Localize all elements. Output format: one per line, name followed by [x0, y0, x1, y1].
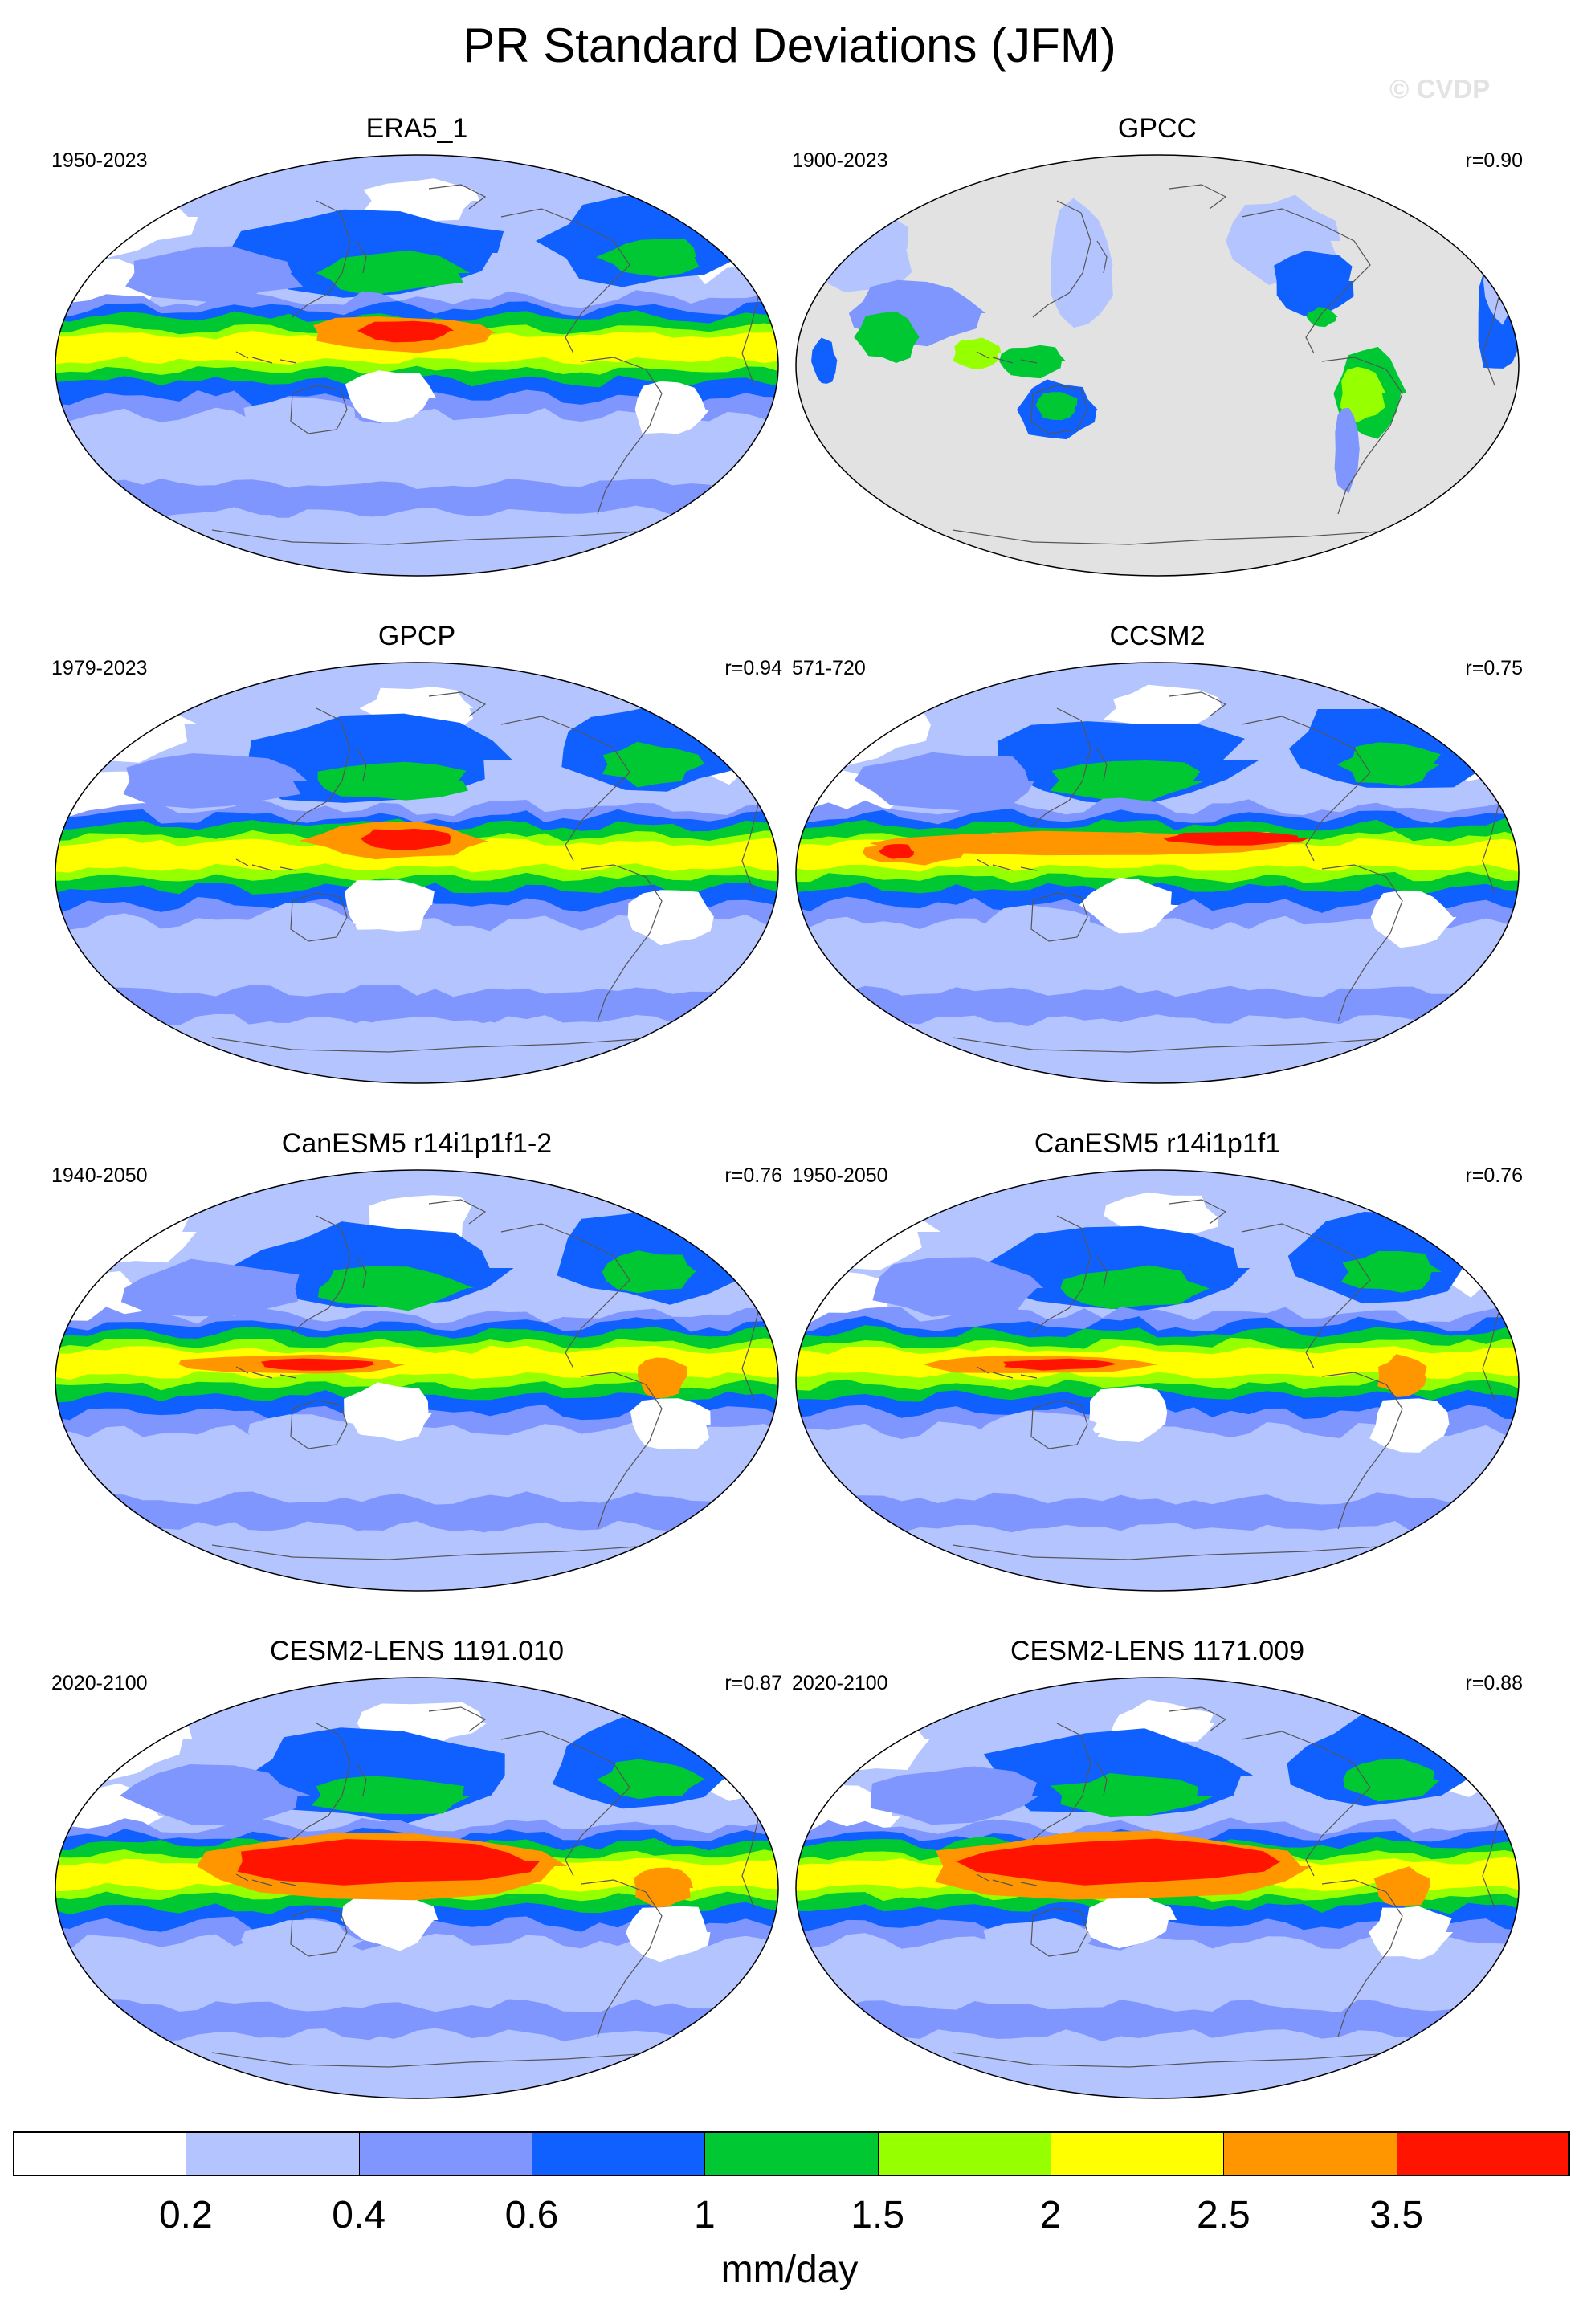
colorbar-swatch: [13, 2131, 187, 2176]
precip-field: [55, 1170, 778, 1591]
panel-title: CESM2-LENS 1171.009: [1010, 1636, 1304, 1666]
panel-title: CanESM5 r14i1p1f1-2: [281, 1128, 553, 1159]
map-panel: GPCC 1900-2023 r=0.90: [792, 112, 1523, 578]
panel-years: 1950-2050: [792, 1164, 888, 1187]
map-border: [795, 154, 1520, 577]
panel-title: CCSM2: [1109, 621, 1206, 651]
panel-title: GPCC: [1117, 113, 1198, 144]
map-border: [795, 662, 1520, 1084]
panel-pattern-correlation: r=0.88: [1465, 1672, 1523, 1694]
map-panel: ERA5_1 1950-2023: [51, 112, 782, 578]
colorbar-swatch: [358, 2131, 532, 2176]
panel-pattern-correlation: r=0.75: [1465, 657, 1523, 679]
colorbar-units: mm/day: [720, 2249, 859, 2291]
precip-std-map: [55, 154, 779, 577]
panel-title: CanESM5 r14i1p1f1: [1034, 1128, 1281, 1159]
coastlines: [211, 184, 759, 545]
panel-title: GPCP: [377, 621, 456, 651]
precip-field: [55, 155, 778, 576]
map-border: [795, 1677, 1520, 2099]
map-panel: CanESM5 r14i1p1f1-2 1940-2050 r=0.76: [51, 1127, 782, 1593]
colorbar-tick-label: 0.2: [158, 2194, 213, 2236]
map-panel: CESM2-LENS 1191.010 2020-2100 r=0.87: [51, 1635, 782, 2101]
panel-pattern-correlation: r=0.76: [724, 1164, 782, 1187]
precip-field: [796, 155, 1519, 576]
colorbar-tick-label: 1: [693, 2194, 716, 2236]
panel-pattern-correlation: r=0.90: [1465, 149, 1523, 172]
colorbar-tick-label: 1.5: [851, 2194, 905, 2236]
panel-years: 2020-2100: [792, 1672, 888, 1694]
panel-pattern-correlation: r=0.87: [724, 1672, 782, 1694]
colorbar-tick-label: 0.4: [332, 2194, 386, 2236]
colorbar-outline: [13, 2131, 1569, 2176]
map-border: [55, 154, 779, 577]
precip-field: [796, 663, 1519, 1083]
colorbar-swatch: [1223, 2131, 1397, 2176]
coastlines: [952, 691, 1499, 1053]
precip-std-map: [795, 662, 1520, 1084]
panel-years: 1940-2050: [51, 1164, 148, 1187]
colorbar-swatch: [1396, 2131, 1570, 2176]
colorbar-swatch: [704, 2131, 879, 2176]
map-border: [55, 1169, 779, 1592]
map-panel: CESM2-LENS 1171.009 2020-2100 r=0.88: [792, 1635, 1523, 2101]
panel-years: 1900-2023: [792, 149, 888, 172]
map-border: [55, 662, 779, 1084]
panel-years: 2020-2100: [51, 1672, 148, 1694]
colorbar-tick-label: 2: [1039, 2194, 1062, 2236]
precip-field: [796, 1170, 1519, 1591]
colorbar-tick-label: 2.5: [1196, 2194, 1251, 2236]
precip-std-map: [795, 154, 1520, 577]
precip-std-map: [795, 1169, 1520, 1592]
panel-years: 1950-2023: [51, 149, 148, 172]
map-border: [795, 1169, 1520, 1592]
panel-title: ERA5_1: [365, 113, 468, 144]
precip-std-map: [55, 1169, 779, 1592]
colorbar-tick-label: 0.6: [504, 2194, 559, 2236]
panel-pattern-correlation: r=0.94: [724, 657, 782, 679]
precip-std-map: [795, 1677, 1520, 2099]
panel-years: 571-720: [792, 657, 866, 679]
map-border: [55, 1677, 779, 2099]
colorbar-tick-label: 3.5: [1369, 2194, 1424, 2236]
cvdp-watermark: © CVDP: [1389, 74, 1491, 104]
map-panel: GPCP 1979-2023 r=0.94: [51, 620, 782, 1086]
map-panel: CCSM2 571-720 r=0.75: [792, 620, 1523, 1086]
colorbar: [13, 2131, 1570, 2176]
precip-std-map: [55, 1677, 779, 2099]
precip-field: [796, 1678, 1519, 2098]
page-title: PR Standard Deviations (JFM): [463, 18, 1116, 72]
precip-std-map: [55, 662, 779, 1084]
map-panel: CanESM5 r14i1p1f1 1950-2050 r=0.76: [792, 1127, 1523, 1593]
panel-years: 1979-2023: [51, 657, 148, 679]
panel-pattern-correlation: r=0.76: [1465, 1164, 1523, 1187]
panel-title: CESM2-LENS 1191.010: [269, 1636, 564, 1666]
